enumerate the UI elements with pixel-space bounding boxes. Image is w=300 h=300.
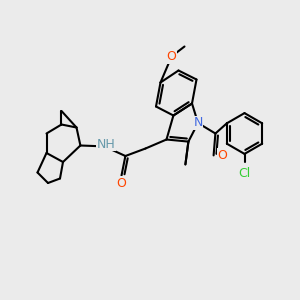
Text: O: O — [167, 50, 176, 63]
Text: Cl: Cl — [238, 167, 250, 180]
Text: O: O — [217, 149, 227, 162]
Text: O: O — [117, 177, 126, 190]
Text: NH: NH — [97, 137, 115, 151]
Text: N: N — [193, 116, 203, 130]
